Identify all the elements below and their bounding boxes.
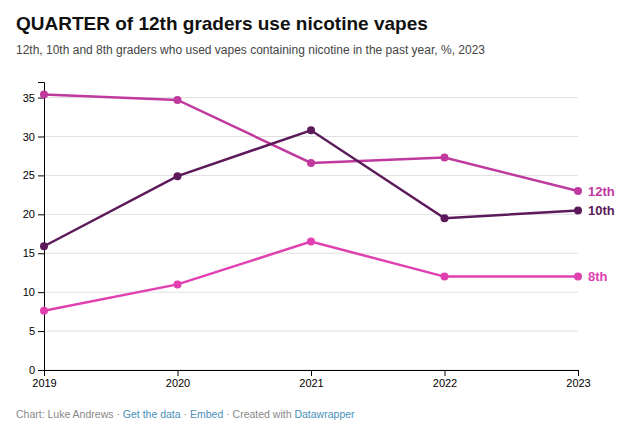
y-tick-mark: [38, 331, 44, 332]
y-tick: 20: [23, 208, 44, 220]
y-tick-label: 0: [29, 364, 35, 376]
x-tick-label: 2020: [166, 377, 190, 389]
x-axis-line: [45, 371, 579, 377]
point: [174, 172, 182, 180]
point: [40, 90, 48, 98]
footer-part: Datawrapper: [294, 408, 355, 420]
x-tick-mark: [445, 370, 446, 376]
grid-line: [44, 253, 578, 254]
y-axis-line: [38, 83, 45, 371]
point: [441, 214, 449, 222]
y-tick-mark: [38, 214, 44, 215]
y-tick-label: 30: [23, 131, 35, 143]
y-axis: 0 5 10 15 20 25 30 35: [23, 83, 45, 377]
y-tick-label: 5: [29, 325, 35, 337]
grid: [44, 98, 578, 370]
x-tick-mark: [44, 370, 45, 376]
grid-line: [44, 175, 578, 176]
line: [44, 242, 578, 311]
y-tick-label: 35: [23, 92, 35, 104]
grid-line: [44, 136, 578, 137]
y-tick-mark: [38, 175, 44, 176]
y-tick: 10: [23, 286, 44, 298]
x-tick-label: 2022: [433, 377, 457, 389]
point: [174, 96, 182, 104]
line: [44, 94, 578, 191]
point: [574, 206, 582, 214]
y-tick-label: 25: [23, 169, 35, 181]
footer-part: Chart: Luke Andrews ·: [16, 408, 123, 420]
chart: QUARTER of 12th graders use nicotine vap…: [0, 0, 634, 432]
y-tick: 30: [23, 131, 44, 143]
point: [441, 154, 449, 162]
point: [574, 273, 582, 281]
footer-part: Embed: [190, 408, 223, 420]
y-tick: 25: [23, 169, 44, 181]
x-tick-mark: [578, 370, 579, 376]
point: [441, 273, 449, 281]
grid-line: [44, 331, 578, 332]
x-tick: 2021: [299, 370, 323, 389]
x-tick: 2023: [566, 370, 590, 389]
y-tick-mark: [38, 136, 44, 137]
point: [574, 187, 582, 195]
y-tick-mark: [38, 253, 44, 254]
series-label: 8th: [588, 269, 608, 284]
x-tick-label: 2019: [32, 377, 56, 389]
point: [307, 126, 315, 134]
line: [44, 130, 578, 246]
x-tick-label: 2023: [566, 377, 590, 389]
footer: Chart: Luke Andrews · Get the data · Emb…: [16, 408, 355, 420]
y-tick-mark: [38, 370, 44, 371]
footer-part: Get the data: [123, 408, 181, 420]
y-tick: 15: [23, 247, 44, 259]
x-axis: 2019 2020 2021 2022 2023: [32, 370, 590, 389]
y-tick-label: 20: [23, 208, 35, 220]
point: [40, 307, 48, 315]
subtitle: 12th, 10th and 8th graders who used vape…: [16, 43, 485, 57]
grid-line: [44, 292, 578, 293]
y-tick: 5: [29, 325, 44, 337]
y-tick-mark: [38, 292, 44, 293]
x-tick: 2019: [32, 370, 56, 389]
point: [307, 159, 315, 167]
series-label: 10th: [588, 203, 615, 218]
x-tick: 2020: [166, 370, 190, 389]
plot: 0 5 10 15 20 25 30 35 2019 2020 2021 2022 2023 12th 10…: [23, 83, 615, 389]
x-tick-label: 2021: [299, 377, 323, 389]
series-label: 12th: [588, 184, 615, 199]
x-tick: 2022: [433, 370, 457, 389]
marks: [40, 90, 582, 314]
title: QUARTER of 12th graders use nicotine vap…: [16, 13, 428, 34]
y-tick-label: 15: [23, 247, 35, 259]
y-tick: 0: [29, 364, 44, 376]
x-tick-mark: [178, 370, 179, 376]
point: [307, 238, 315, 246]
x-tick-mark: [311, 370, 312, 376]
footer-part: ·: [181, 408, 190, 420]
y-tick-label: 10: [23, 286, 35, 298]
point: [174, 280, 182, 288]
point: [40, 242, 48, 250]
footer-part: · Created with: [223, 408, 294, 420]
